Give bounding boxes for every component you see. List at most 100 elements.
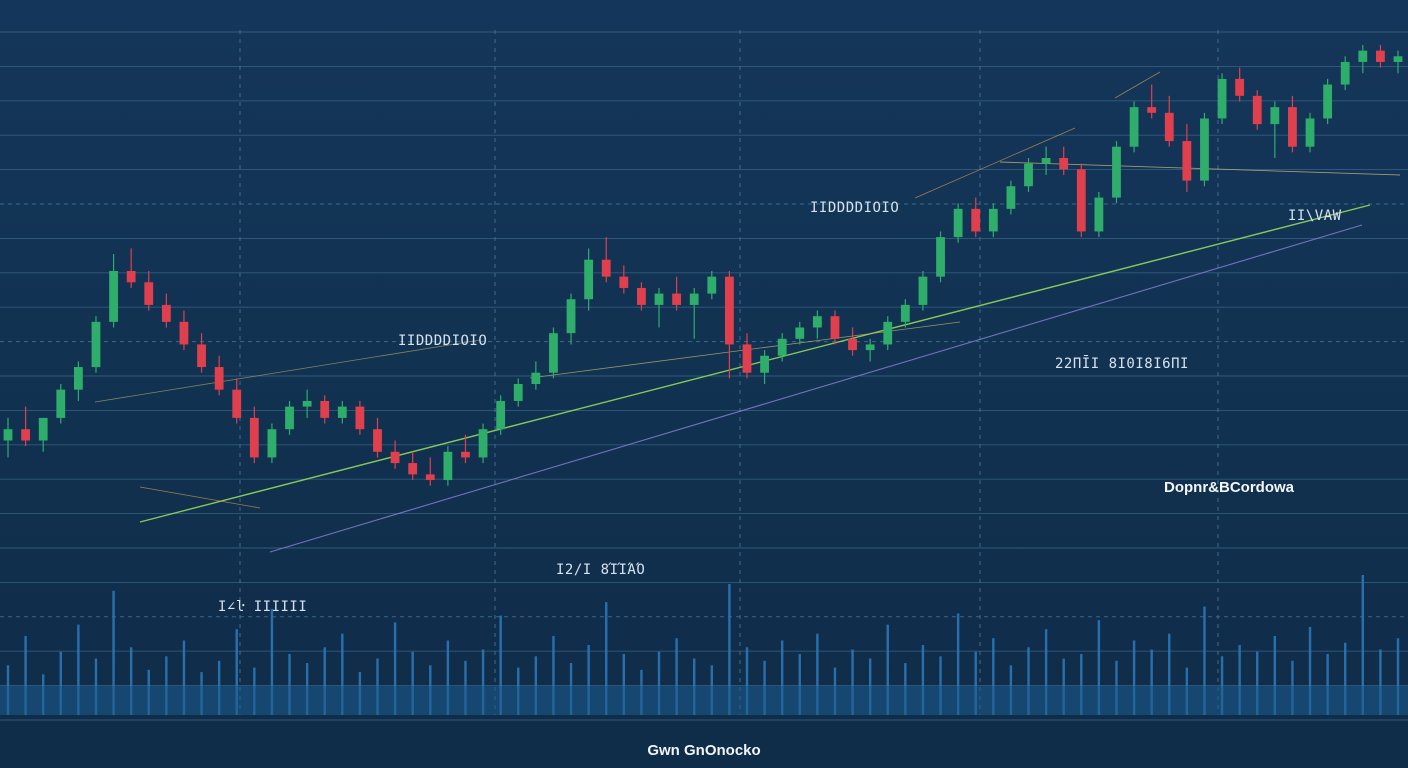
candle-body [1235,78,1245,96]
volume-bar [323,647,326,715]
candle-body [1129,107,1139,147]
volume-bar [129,647,133,715]
volume-bar [728,584,731,715]
volume-bar [59,651,62,715]
trendline-orange-left [139,486,261,509]
volume-bar [1168,633,1171,715]
trendline-orange-top [1114,71,1161,99]
volume-bar [1256,651,1259,715]
candle-body [1217,78,1227,119]
candle-body [1305,118,1315,147]
volume-bar [745,647,749,715]
volume-bar [798,654,801,715]
candle-body [971,208,981,232]
candle-body [1164,112,1174,142]
candle-body [1041,158,1051,164]
volume-bar [605,602,608,715]
volume-bar [165,656,168,715]
annotation-label-6: II\VAW [1288,208,1342,224]
volume-bars [0,575,1408,715]
volume-bar [288,654,291,715]
volume-bar [974,651,977,715]
trendline-olive-upper [94,339,481,403]
candle-body [777,338,787,356]
volume-bar [182,640,186,715]
volume-bar [393,622,397,715]
volume-bar [780,640,784,715]
candle-body [144,282,154,305]
annotation-label-1: I∠ŀ IIIIII [218,599,307,615]
candle-body [637,287,646,305]
candle-body [285,406,294,430]
annotation-label-2: IIDDDDIOIO [398,333,487,349]
candle-body [1006,186,1016,209]
volume-bar [587,645,590,715]
candle-body [760,355,769,373]
candle-body [1376,50,1385,62]
candle-body [249,417,259,458]
trendline-green [139,204,1371,523]
candle-body [513,384,523,401]
volume-bar [77,624,80,715]
candle-body [3,429,13,441]
volume-baseline-band [0,686,1408,715]
candle-body [373,429,382,452]
volume-bar [112,590,115,715]
candle-body [724,276,734,345]
volume-bar [675,638,678,715]
candle-body [689,293,699,305]
candle-body [566,299,576,334]
candle-body [707,276,717,294]
candle-body [549,333,558,373]
candle-body [830,316,840,339]
volume-bar [992,638,995,715]
candle-body [1059,158,1069,170]
volume-bar [939,656,942,715]
volume-bar [1203,606,1206,715]
candle-body [214,367,224,390]
volume-bar [1238,645,1241,715]
candle-body [232,389,242,418]
volume-bar [1132,640,1136,715]
candle-body [109,271,118,322]
candles [3,45,1403,486]
volume-bar [1220,656,1224,715]
candle-body [73,367,83,390]
trendline-violet [269,224,1363,553]
volume-bar [1273,635,1277,715]
candle-body [443,451,453,481]
candle-body [337,406,347,418]
volume-bar [1308,626,1312,715]
chart-footer-label: Gwn GnOnocko [647,742,761,759]
candle-body [126,271,136,283]
candle-body [478,429,488,458]
candle-body [461,451,470,458]
candle-body [267,429,277,458]
candle-body [91,321,101,368]
annotation-label-4: I2/I 8ΊΊΆΌ [556,562,645,578]
volume-bar [1027,647,1030,715]
volume-bar [921,645,925,715]
candle-body [1182,141,1192,181]
candle-body [1358,50,1368,62]
volume-bar [1326,654,1329,715]
candle-body [390,451,400,464]
candle-body [1094,197,1104,232]
candle-body [584,259,594,300]
annotations: I∠ŀ IIIIII IIDDDDIOIO IIDDDDIOIO I2/I 8Ί… [218,200,1342,615]
volume-bar [411,651,414,715]
volume-bar [956,613,960,715]
candle-body [601,259,611,277]
annotation-label-5: 22ΠĪI 8I0I8I6ΠI [1055,355,1189,372]
candle-body [988,208,998,232]
candle-body [355,406,365,430]
volume-bar [1097,620,1101,715]
volume-bar [499,615,502,715]
volume-bar [851,649,854,715]
candle-body [619,276,629,288]
candle-body [179,321,189,345]
volume-bar [886,624,889,715]
volume-bar [270,608,274,715]
